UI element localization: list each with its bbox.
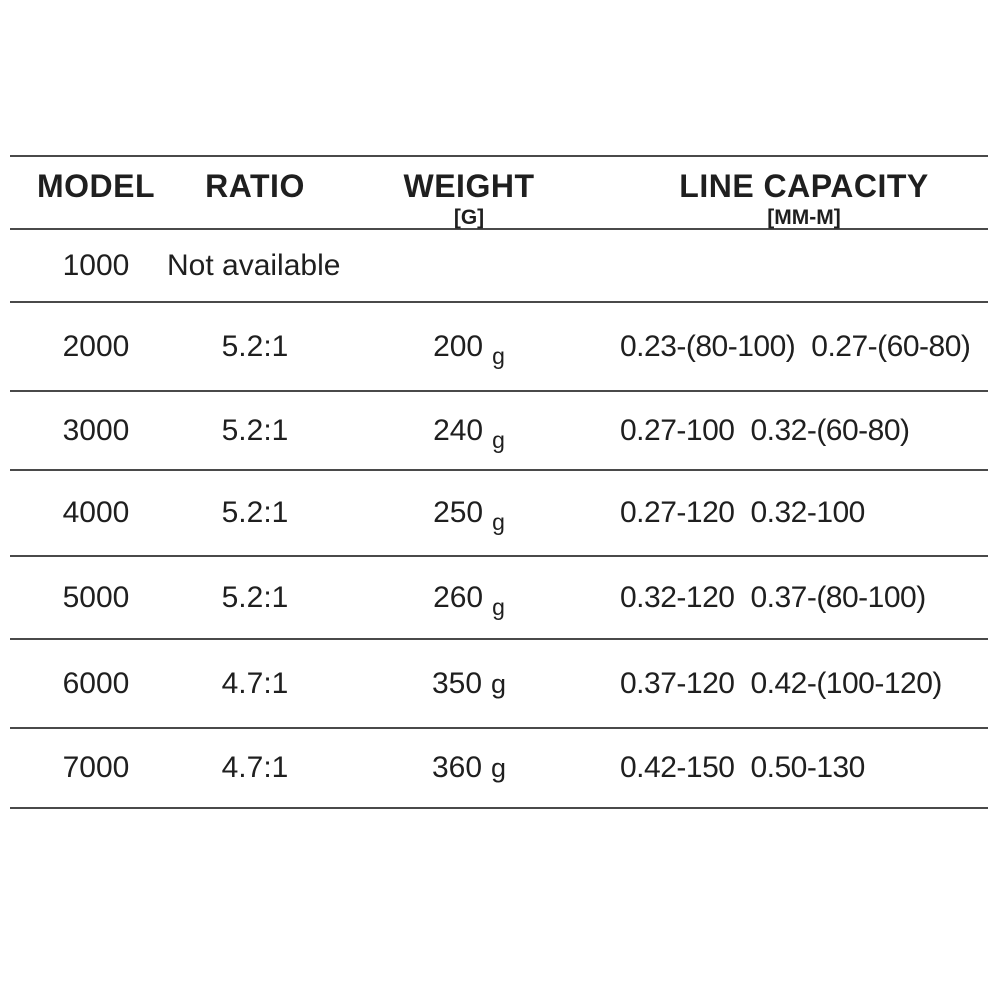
table-row-5000: 5000 5.2:1 260 g 0.32-120 0.37-(80-100) xyxy=(10,557,988,640)
column-header-ratio-label: RATIO xyxy=(205,168,305,204)
table-row-6000: 6000 4.7:1 350 g 0.37-120 0.42-(100-120) xyxy=(10,640,988,729)
capacity-value-1: 0.27-120 xyxy=(620,496,735,529)
column-header-model-label: MODEL xyxy=(36,168,156,204)
column-header-ratio: RATIO xyxy=(182,157,328,207)
table-row-2000: 2000 5.2:1 200 g 0.23-(80-100) 0.27-(60-80… xyxy=(10,303,988,392)
column-header-weight: WEIGHT [G] xyxy=(328,157,610,229)
weight-value: 260 xyxy=(433,580,484,614)
column-header-weight-unit: [G] xyxy=(453,206,485,229)
header-row: MODEL RATIO WEIGHT [G] LINE CAPACITY [MM… xyxy=(10,157,988,230)
column-header-line-capacity-unit: [MM-M] xyxy=(767,206,841,229)
weight-unit: g xyxy=(492,509,505,535)
availability-note: Not available xyxy=(167,248,341,282)
model-value: 4000 xyxy=(62,496,130,529)
column-header-line-capacity: LINE CAPACITY [MM-M] xyxy=(610,157,988,229)
weight-cell: 350 g xyxy=(328,667,610,701)
weight-value: 360 xyxy=(431,751,483,784)
line-capacity-cell: 0.32-120 0.37-(80-100) xyxy=(610,581,988,615)
weight-unit: g xyxy=(492,593,505,620)
weight-cell: 200 g xyxy=(328,329,610,369)
weight-unit: g xyxy=(491,668,507,699)
model-value: 1000 xyxy=(62,248,130,282)
table-row-7000: 7000 4.7:1 360 g 0.42-150 0.50-130 xyxy=(10,729,988,809)
ratio-value: 5.2:1 xyxy=(221,580,289,614)
ratio-value: 5.2:1 xyxy=(221,413,289,447)
capacity-value-1: 0.23-(80-100) xyxy=(620,329,796,363)
ratio-value: 4.7:1 xyxy=(221,666,289,700)
model-value: 3000 xyxy=(62,413,130,447)
line-capacity-cell: 0.37-120 0.42-(100-120) xyxy=(610,667,988,701)
capacity-value-1: 0.32-120 xyxy=(620,580,735,614)
weight-unit: g xyxy=(492,426,505,453)
capacity-value-2: 0.27-(60-80) xyxy=(811,329,971,363)
line-capacity-cell: 0.42-150 0.50-130 xyxy=(610,751,988,785)
ratio-value: 5.2:1 xyxy=(221,496,289,529)
spec-table: MODEL RATIO WEIGHT [G] LINE CAPACITY [MM… xyxy=(10,155,988,809)
line-capacity-cell: 0.23-(80-100) 0.27-(60-80) xyxy=(610,330,988,364)
column-header-weight-label: WEIGHT xyxy=(403,168,535,204)
weight-value: 200 xyxy=(433,329,484,363)
line-capacity-cell: 0.27-120 0.32-100 xyxy=(610,496,988,530)
model-value: 2000 xyxy=(62,329,130,363)
weight-value: 350 xyxy=(431,666,483,700)
model-value: 7000 xyxy=(62,751,130,784)
capacity-value-1: 0.42-150 xyxy=(620,751,735,784)
capacity-value-2: 0.32-(60-80) xyxy=(750,413,910,447)
column-header-model: MODEL xyxy=(10,157,182,207)
weight-value: 250 xyxy=(433,496,484,529)
capacity-value-2: 0.50-130 xyxy=(750,751,865,784)
weight-cell: 260 g xyxy=(328,580,610,620)
weight-cell: 360 g xyxy=(328,751,610,785)
ratio-value: 5.2:1 xyxy=(221,329,289,363)
weight-cell: 240 g xyxy=(328,413,610,453)
weight-unit: g xyxy=(492,342,505,369)
table-row-4000: 4000 5.2:1 250 g 0.27-120 0.32-100 xyxy=(10,471,988,557)
model-value: 6000 xyxy=(62,666,130,700)
capacity-value-2: 0.32-100 xyxy=(750,496,865,529)
column-header-line-capacity-label: LINE CAPACITY xyxy=(679,168,929,204)
table-row-1000: 1000 Not available xyxy=(10,230,988,303)
weight-unit: g xyxy=(491,753,507,783)
table-row-3000: 3000 5.2:1 240 g 0.27-100 0.32-(60-80) xyxy=(10,392,988,471)
weight-value: 240 xyxy=(433,413,484,447)
capacity-value-1: 0.37-120 xyxy=(620,666,735,700)
capacity-value-2: 0.37-(80-100) xyxy=(750,580,926,614)
capacity-value-2: 0.42-(100-120) xyxy=(750,666,942,700)
line-capacity-cell: 0.27-100 0.32-(60-80) xyxy=(610,414,988,448)
ratio-value: 4.7:1 xyxy=(221,751,289,784)
model-value: 5000 xyxy=(62,580,130,614)
weight-cell: 250 g xyxy=(328,496,610,535)
capacity-value-1: 0.27-100 xyxy=(620,413,735,447)
